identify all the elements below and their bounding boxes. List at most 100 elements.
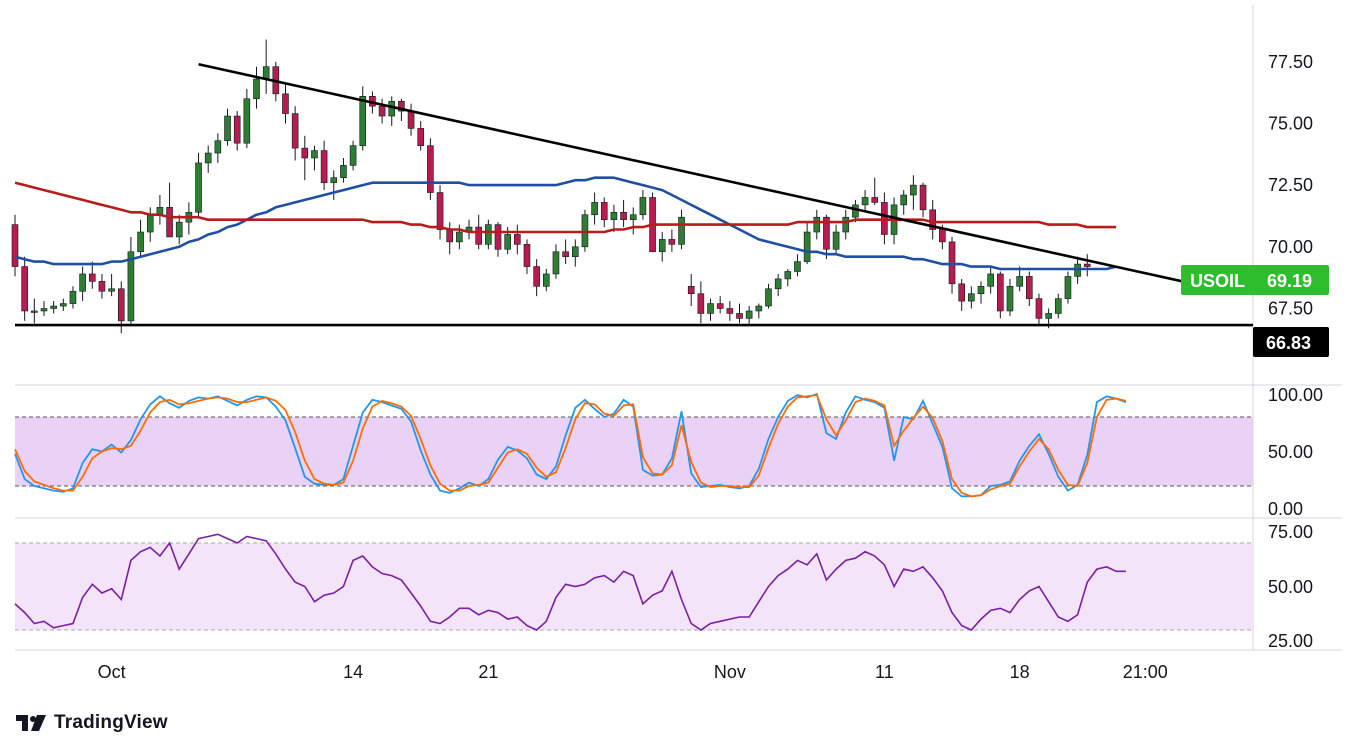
tradingview-logo-icon: [16, 715, 46, 731]
candle-up: [552, 251, 560, 275]
candle-up: [31, 310, 38, 313]
sma_blue-line: [14, 176, 1117, 271]
price-tick-label: 77.50: [1268, 52, 1313, 72]
candle-down: [282, 93, 289, 114]
candle-down: [997, 273, 1004, 312]
candle-up: [968, 293, 975, 302]
symbol-label-bg: [1181, 265, 1329, 295]
candle-up: [591, 202, 598, 216]
candle-down: [301, 147, 309, 159]
candle-down: [417, 128, 425, 146]
candle-up: [678, 216, 685, 245]
time-tick-label: 21:00: [1123, 662, 1168, 682]
candle-down: [1026, 276, 1033, 299]
candle-up: [50, 305, 57, 309]
time-tick-label: 11: [875, 662, 894, 682]
candle-up: [204, 152, 212, 164]
candle-up: [1045, 313, 1052, 319]
candle-up: [485, 224, 492, 245]
candle-down: [697, 293, 705, 314]
time-tick-label: 18: [1010, 662, 1030, 682]
stoch-k-line: [14, 392, 1127, 498]
candle-up: [794, 261, 801, 272]
candle-down: [929, 209, 937, 230]
x-tick-labels: Oct 14 21 Nov 11 18 21:00: [98, 662, 1168, 682]
price-tick-label: 75.00: [1268, 113, 1313, 133]
rsi-line: [14, 533, 1126, 631]
candle-up: [900, 194, 908, 206]
sma_red-line: [14, 181, 1117, 234]
candle-down: [320, 150, 328, 183]
candle-up: [774, 278, 782, 290]
candle-up: [349, 145, 357, 166]
time-tick-label: 14: [343, 662, 363, 682]
candle-up: [79, 273, 86, 292]
candle-up: [504, 234, 511, 250]
candle-up: [59, 303, 67, 307]
candle-down: [726, 308, 734, 314]
candle-up: [1054, 298, 1062, 314]
oscillators-group: [14, 392, 1127, 631]
candle-up: [987, 273, 994, 287]
candle-down: [446, 229, 454, 243]
candle-down: [939, 229, 946, 243]
stoch-tick-label: 100.00: [1268, 385, 1323, 405]
candle-down: [11, 224, 19, 267]
candle-up: [842, 216, 850, 233]
rsi-tick-label: 25.00: [1268, 631, 1313, 651]
last-price-label: 69.19: [1267, 271, 1312, 291]
candle-down: [871, 197, 879, 203]
candle-down: [398, 100, 405, 112]
candle-up: [137, 231, 144, 253]
candle-up: [803, 231, 811, 262]
candle-up: [108, 288, 115, 292]
candle-down: [407, 110, 415, 129]
candle-down: [166, 207, 173, 238]
rsi-band: [15, 543, 1253, 630]
candle-up: [224, 115, 231, 142]
candle-up: [127, 251, 135, 322]
candle-up: [639, 197, 647, 216]
candle-down: [98, 281, 106, 292]
support-label-bg: [1253, 327, 1329, 357]
brand[interactable]: TradingView: [16, 708, 168, 738]
rsi-tick-label: 75.00: [1268, 522, 1313, 542]
candle-up: [1064, 276, 1072, 299]
candle-up: [1016, 276, 1023, 287]
candle-up: [340, 165, 347, 179]
candle-down: [620, 211, 627, 220]
candle-up: [146, 214, 154, 233]
price-tick-label: 72.50: [1268, 175, 1313, 195]
stoch-tick-label: 50.00: [1268, 442, 1313, 462]
candle-up: [977, 285, 985, 295]
candle-up: [359, 95, 367, 146]
candle-up: [253, 78, 260, 100]
candle-down: [88, 273, 96, 282]
candle-up: [852, 204, 859, 218]
time-tick-label: Oct: [98, 662, 126, 682]
candle-down: [436, 192, 444, 230]
candle-up: [784, 271, 792, 280]
candle-down: [533, 266, 540, 287]
candle-up: [1006, 285, 1014, 312]
candle-down: [919, 184, 927, 211]
candle-down: [1083, 263, 1091, 267]
candle-up: [175, 221, 183, 238]
candle-up: [311, 150, 318, 159]
candle-down: [523, 244, 531, 267]
candle-up: [330, 177, 338, 183]
y-tick-labels: 77.50 75.00 72.50 70.00 67.50 100.00 50.00 0.00…: [1268, 52, 1323, 651]
time-tick-label: 21: [478, 662, 498, 682]
candle-up: [861, 197, 869, 206]
stoch-band: [15, 417, 1253, 486]
candle-up: [755, 305, 763, 312]
level-lines-group: [15, 62, 1253, 327]
candle-down: [514, 234, 521, 245]
candle-up: [765, 288, 772, 307]
candle-down: [1035, 298, 1043, 319]
candle-down: [958, 283, 965, 302]
candle-down: [668, 239, 676, 245]
candle-up: [243, 98, 251, 144]
candle-up: [571, 246, 579, 257]
candle-down: [687, 285, 695, 295]
